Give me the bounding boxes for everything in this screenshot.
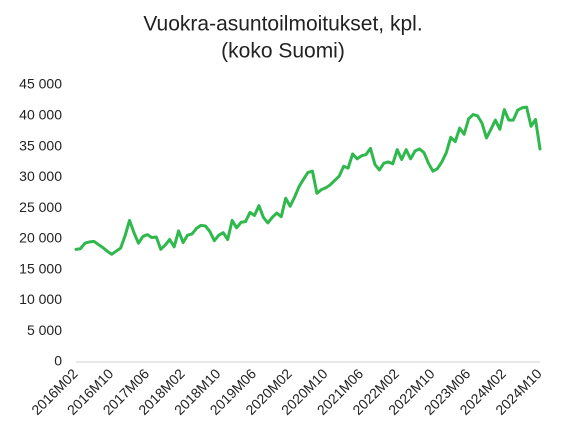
y-tick-label: 20 000 (19, 230, 62, 246)
y-tick-label: 30 000 (19, 168, 62, 184)
y-tick-label: 5 000 (27, 322, 62, 338)
y-tick-label: 35 000 (19, 137, 62, 153)
y-tick-label: 45 000 (19, 76, 62, 92)
y-tick-label: 25 000 (19, 199, 62, 215)
y-tick-label: 40 000 (19, 106, 62, 122)
y-tick-label: 0 (54, 353, 62, 369)
chart-title: Vuokra-asuntoilmoitukset, kpl. (143, 13, 422, 36)
y-tick-label: 15 000 (19, 260, 62, 276)
data-line (74, 105, 542, 256)
chart-title: (koko Suomi) (221, 40, 345, 63)
y-tick-label: 10 000 (19, 291, 62, 307)
